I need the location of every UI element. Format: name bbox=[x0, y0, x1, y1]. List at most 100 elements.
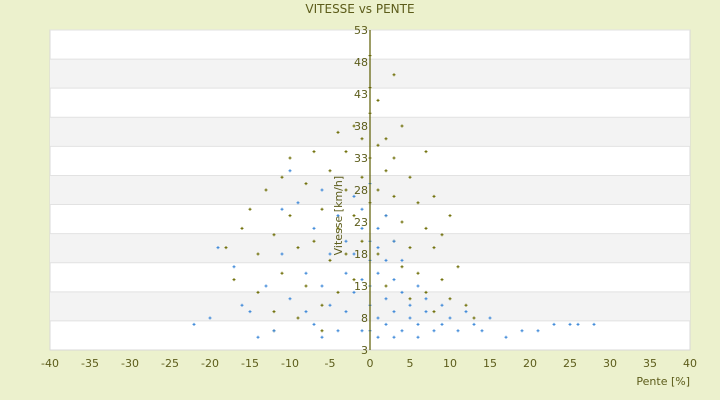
data-point bbox=[408, 297, 412, 301]
data-point bbox=[304, 271, 308, 275]
data-point bbox=[384, 322, 388, 326]
data-point bbox=[272, 310, 276, 314]
data-point bbox=[392, 335, 396, 339]
data-point bbox=[400, 329, 404, 333]
data-point bbox=[312, 150, 316, 154]
data-point bbox=[400, 290, 404, 294]
y-tick-label: 18 bbox=[354, 248, 368, 261]
data-point bbox=[328, 258, 332, 262]
y-tick-label: 13 bbox=[354, 280, 368, 293]
data-point bbox=[360, 226, 364, 230]
x-tick-label: -5 bbox=[325, 357, 336, 370]
data-point bbox=[240, 303, 244, 307]
data-point bbox=[320, 303, 324, 307]
x-tick-label: 20 bbox=[523, 357, 537, 370]
data-point bbox=[472, 316, 476, 320]
data-point bbox=[248, 207, 252, 211]
data-point bbox=[440, 278, 444, 282]
data-point bbox=[400, 220, 404, 224]
data-point bbox=[320, 284, 324, 288]
y-tick-label: 3 bbox=[361, 344, 368, 357]
data-point bbox=[392, 239, 396, 243]
data-point bbox=[568, 322, 572, 326]
y-tick-label: 8 bbox=[361, 312, 368, 325]
x-tick-label: -20 bbox=[201, 357, 219, 370]
data-point bbox=[312, 322, 316, 326]
data-point bbox=[336, 214, 340, 218]
y-tick-label: 28 bbox=[354, 184, 368, 197]
data-point bbox=[328, 252, 332, 256]
data-point bbox=[288, 156, 292, 160]
y-tick-label: 53 bbox=[354, 24, 368, 37]
data-point bbox=[408, 246, 412, 250]
chart-title: VITESSE vs PENTE bbox=[305, 2, 415, 16]
data-point bbox=[224, 246, 228, 250]
x-tick-label: -35 bbox=[81, 357, 99, 370]
data-point bbox=[320, 335, 324, 339]
data-point bbox=[312, 239, 316, 243]
data-point bbox=[504, 335, 508, 339]
data-point bbox=[424, 297, 428, 301]
data-point bbox=[272, 233, 276, 237]
data-point bbox=[480, 329, 484, 333]
data-point bbox=[288, 214, 292, 218]
data-point bbox=[424, 150, 428, 154]
data-point bbox=[392, 156, 396, 160]
data-point bbox=[264, 284, 268, 288]
data-point bbox=[384, 284, 388, 288]
data-point bbox=[352, 194, 356, 198]
data-point bbox=[432, 246, 436, 250]
data-point bbox=[256, 252, 260, 256]
data-point bbox=[448, 316, 452, 320]
data-point bbox=[376, 252, 380, 256]
data-point bbox=[424, 226, 428, 230]
data-point bbox=[384, 214, 388, 218]
data-point bbox=[320, 329, 324, 333]
data-point bbox=[384, 169, 388, 173]
data-point bbox=[440, 303, 444, 307]
data-point bbox=[344, 310, 348, 314]
data-point bbox=[592, 322, 596, 326]
data-point bbox=[336, 130, 340, 134]
data-point bbox=[360, 207, 364, 211]
data-point bbox=[264, 188, 268, 192]
data-point bbox=[424, 290, 428, 294]
data-point bbox=[440, 322, 444, 326]
data-point bbox=[312, 226, 316, 230]
x-tick-label: 25 bbox=[563, 357, 577, 370]
data-point bbox=[304, 284, 308, 288]
data-point bbox=[576, 322, 580, 326]
data-point bbox=[400, 258, 404, 262]
y-tick-label: 23 bbox=[354, 216, 368, 229]
data-point bbox=[392, 73, 396, 77]
data-point bbox=[296, 201, 300, 205]
data-point bbox=[376, 246, 380, 250]
data-point bbox=[464, 310, 468, 314]
data-point bbox=[424, 310, 428, 314]
data-point bbox=[384, 258, 388, 262]
data-point bbox=[408, 303, 412, 307]
data-point bbox=[416, 335, 420, 339]
data-point bbox=[288, 169, 292, 173]
data-point bbox=[392, 194, 396, 198]
data-point bbox=[352, 278, 356, 282]
data-point bbox=[192, 322, 196, 326]
data-point bbox=[288, 297, 292, 301]
x-tick-label: 30 bbox=[603, 357, 617, 370]
data-point bbox=[376, 188, 380, 192]
data-point bbox=[344, 150, 348, 154]
data-point bbox=[296, 246, 300, 250]
data-point bbox=[336, 290, 340, 294]
data-point bbox=[432, 194, 436, 198]
data-point bbox=[456, 265, 460, 269]
data-point bbox=[416, 271, 420, 275]
data-point bbox=[248, 310, 252, 314]
data-point bbox=[280, 175, 284, 179]
data-point bbox=[344, 239, 348, 243]
data-point bbox=[344, 271, 348, 275]
x-tick-label: -40 bbox=[41, 357, 59, 370]
data-point bbox=[280, 207, 284, 211]
data-point bbox=[352, 124, 356, 128]
data-point bbox=[216, 246, 220, 250]
data-point bbox=[336, 329, 340, 333]
